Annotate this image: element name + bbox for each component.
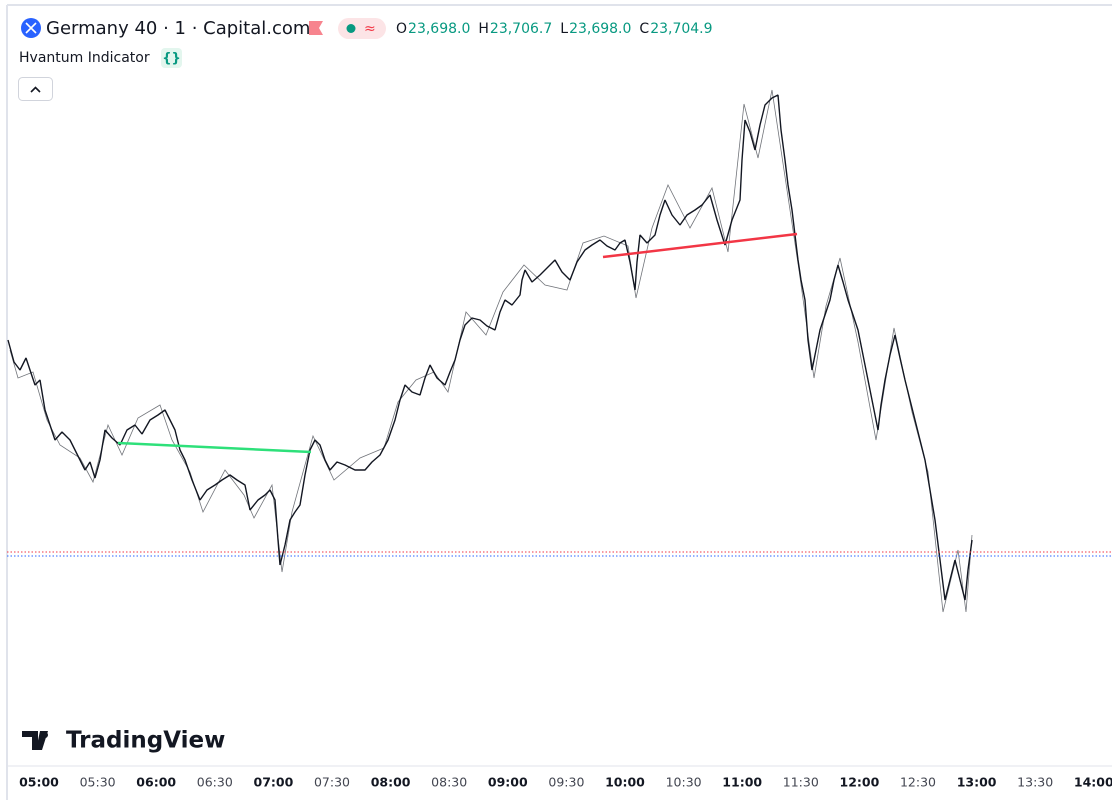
time-tick-label: 09:00 <box>488 775 528 790</box>
status-approx: ≈ <box>364 21 376 37</box>
ohlc-value: 23,704.9 <box>650 21 712 37</box>
time-tick-label: 12:30 <box>900 775 936 790</box>
time-tick-label: 11:30 <box>783 775 819 790</box>
time-tick-label: 05:30 <box>80 775 116 790</box>
ohlc-value: 23,706.7 <box>490 21 552 37</box>
symbol-icon-glyph <box>25 22 37 34</box>
logo-mark <box>22 731 48 750</box>
time-tick-label: 05:00 <box>19 775 59 790</box>
ohlc-key: C <box>639 21 649 37</box>
time-tick-label: 07:00 <box>254 775 294 790</box>
status-dot <box>346 24 356 33</box>
indicator-badge-bg[interactable] <box>161 48 182 68</box>
time-tick-label: 10:30 <box>666 775 702 790</box>
symbol-title[interactable]: Germany 40 · 1 · Capital.com <box>46 18 310 39</box>
ohlc-key: O <box>396 21 407 37</box>
indicator-line-red <box>602 232 798 259</box>
collapse-button[interactable] <box>18 77 53 101</box>
status-pill[interactable] <box>338 18 386 39</box>
flag-icon[interactable] <box>309 21 323 35</box>
logo-dot <box>42 732 48 738</box>
time-tick-label: 08:00 <box>371 775 411 790</box>
time-tick-label: 10:00 <box>605 775 645 790</box>
price-wicks <box>9 89 973 613</box>
collapse-chevron <box>30 86 41 93</box>
indicator-name[interactable]: Hvantum Indicator <box>19 50 150 66</box>
ohlc-key: L <box>560 21 568 37</box>
time-tick-label: 11:00 <box>722 775 762 790</box>
time-tick-label: 06:00 <box>136 775 176 790</box>
logo-text: TradingView <box>66 728 225 754</box>
time-tick-label: 07:30 <box>314 775 350 790</box>
time-tick-label: 12:00 <box>840 775 880 790</box>
time-tick-label: 06:30 <box>197 775 233 790</box>
time-tick-label: 13:30 <box>1017 775 1053 790</box>
ohlc-key: H <box>478 21 489 37</box>
time-tick-label: 13:00 <box>957 775 997 790</box>
time-tick-label: 09:30 <box>548 775 584 790</box>
ohlc-value: 23,698.0 <box>408 21 470 37</box>
ohlc-value: 23,698.0 <box>569 21 631 37</box>
time-axis: 05:00 05:30 06:00 06:30 07:00 07:30 08:00 08:30… <box>19 775 1112 790</box>
time-tick-label: 08:30 <box>431 775 467 790</box>
time-tick-label: 14:00 <box>1074 775 1112 790</box>
ohlc-values: O 23,698.0 H 23,706.7 L 23,698.0 C 23,704.9 <box>396 21 713 37</box>
indicator-badge: {} <box>162 51 181 66</box>
indicator-line-green <box>117 441 312 454</box>
